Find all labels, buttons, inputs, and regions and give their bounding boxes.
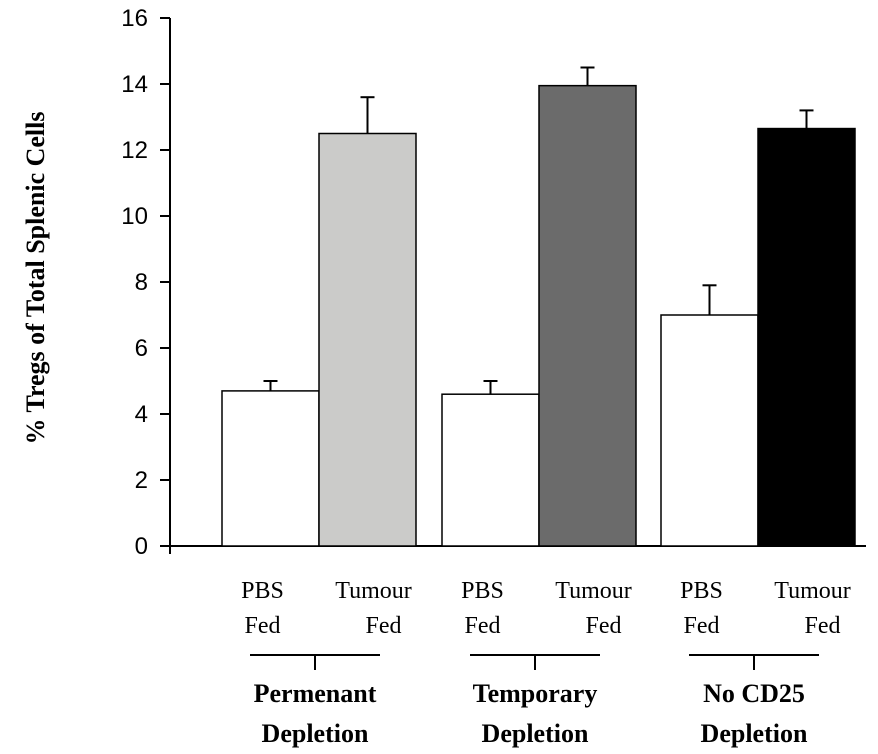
- bar: [660, 314, 759, 547]
- bar: [318, 132, 417, 547]
- y-axis-label: % Tregs of Total Splenic Cells: [21, 112, 50, 445]
- y-tick-label: 10: [121, 203, 148, 230]
- bar-label: Fed: [684, 613, 720, 639]
- y-tick-label: 16: [121, 5, 148, 32]
- group-label: Temporary: [473, 679, 598, 708]
- y-tick-label: 8: [135, 269, 148, 296]
- bar-label: Fed: [586, 613, 622, 639]
- bar-label: Tumour: [555, 578, 631, 604]
- bar-label: PBS: [241, 578, 284, 604]
- bar-label: Fed: [366, 613, 402, 639]
- y-tick-label: 2: [135, 467, 148, 494]
- y-tick-label: 4: [135, 401, 148, 428]
- bar: [538, 84, 637, 547]
- y-tick-label: 14: [121, 71, 148, 98]
- group-label: No CD25: [703, 679, 805, 708]
- x-labels: PBS Fed Tumour Fed Permenant Depletion PBS Fed T…: [241, 578, 851, 748]
- bars: [221, 66, 856, 547]
- bar-label: PBS: [680, 578, 723, 604]
- bar: [757, 127, 856, 547]
- bar-label: Fed: [465, 613, 501, 639]
- y-tick-label: 12: [121, 137, 148, 164]
- y-tick-label: 6: [135, 335, 148, 362]
- group-label: Depletion: [701, 719, 808, 748]
- bar-label: Tumour: [774, 578, 850, 604]
- bar-label: Tumour: [335, 578, 411, 604]
- bar: [221, 390, 320, 547]
- group-label: Permenant: [254, 679, 377, 708]
- y-tick-label: 0: [135, 533, 148, 560]
- bar-label: Fed: [805, 613, 841, 639]
- group-label: Depletion: [262, 719, 369, 748]
- bar: [441, 393, 540, 547]
- bar-label: PBS: [461, 578, 504, 604]
- bar-label: Fed: [245, 613, 281, 639]
- group-label: Depletion: [482, 719, 589, 748]
